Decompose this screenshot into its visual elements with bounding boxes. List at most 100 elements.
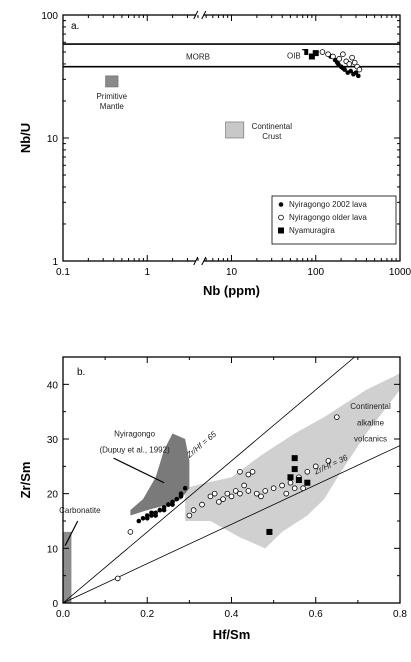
leader-line-nyiragongo (113, 457, 165, 484)
panel-label-b: b. (77, 367, 85, 378)
data-point-nyamuragira (295, 477, 302, 483)
region-label-carbonatite: Carbonatite (59, 506, 101, 515)
data-point-nyiragongo-older-lava (291, 485, 298, 492)
y-tick-label-b: 10 (47, 544, 59, 555)
panel-b-zr-sm-vs-hf-sm: Nyiragongo (Dupuy et al., 1992) Carbonatit… (18, 356, 407, 642)
data-point-nyiragongo-older-lava (330, 53, 336, 60)
x-axis-label-a: Nb (ppm) (203, 283, 260, 298)
x-tick-label-b: 0.8 (393, 609, 407, 620)
data-point-nyiragongo-older-lava (224, 490, 231, 497)
data-point-nyiragongo-older-lava (199, 501, 205, 508)
data-point-nyiragongo-older-lava (287, 479, 294, 486)
region-label-primitive-mantle-line1: Primitive (96, 92, 127, 101)
legend-marker-nyiragongo-2002-lava (278, 202, 284, 207)
y-tick-label-a: 100 (41, 11, 58, 22)
data-point-nyiragongo-older-lava (262, 488, 269, 494)
x-tick-label-b: 0.2 (140, 609, 154, 620)
series-nyiragongo-older-lava (114, 414, 340, 582)
x-tick-label-a: 1000 (389, 267, 411, 278)
data-point-nyamuragira (291, 455, 298, 462)
data-point-nyamuragira (287, 474, 294, 481)
axis-break-mark-top-left (193, 10, 199, 20)
x-tick-label-b: 0.6 (309, 609, 323, 620)
data-point-nyamuragira (312, 50, 319, 57)
data-point-nyiragongo-older-lava (237, 490, 243, 497)
region-carbonatite (63, 531, 72, 603)
axis-break-gap-bottom (195, 259, 204, 263)
data-point-nyiragongo-older-lava (334, 414, 340, 420)
x-tick-label-b: 0.0 (56, 609, 70, 620)
axis-break-mark-bottom-left (193, 256, 199, 266)
x-tick-label-a: 100 (307, 267, 324, 278)
region-label-primitive-mantle-line2: Mantle (100, 102, 125, 111)
data-point-nyiragongo-older-lava (207, 493, 214, 500)
y-tick-label-b: 30 (47, 435, 59, 446)
region-continental-crust (225, 121, 245, 139)
data-point-nyiragongo-older-lava (190, 507, 197, 513)
legend-marker-nyiragongo-older-lava (278, 214, 284, 221)
data-point-nyiragongo-older-lava (325, 458, 332, 464)
data-point-nyiragongo-older-lava (351, 59, 358, 66)
axis-break-mark-top-right (201, 10, 207, 20)
data-point-nyiragongo-older-lava (283, 490, 290, 497)
data-point-nyiragongo-older-lava (186, 512, 193, 519)
data-point-nyiragongo-older-lava (216, 499, 222, 505)
panel-label-a: a. (71, 21, 79, 32)
data-point-nyiragongo-2002-lava (136, 518, 142, 524)
region-label-alkaline: alkaline (357, 418, 385, 427)
x-tick-label-a: 10 (226, 267, 238, 278)
y-tick-label-b: 40 (47, 380, 59, 391)
region-label-continental-crust-line1: Continental (252, 122, 293, 131)
data-point-nyiragongo-older-lava (340, 51, 346, 58)
data-point-nyiragongo-2002-lava (353, 70, 359, 75)
legend-label-nyiragongo-2002-lava: Nyiragongo 2002 lava (289, 200, 367, 209)
annotation-bg-morb (184, 51, 212, 62)
y-tick-label-a: 1 (52, 257, 58, 268)
data-point-nyiragongo-2002-lava (182, 485, 188, 491)
axis-break-mark-bottom-right (201, 256, 207, 266)
data-point-nyiragongo-2002-lava (157, 507, 163, 513)
series-nyiragongo-older-lava (319, 49, 363, 73)
data-point-nyiragongo-older-lava (349, 54, 355, 61)
data-point-nyiragongo-older-lava (346, 61, 353, 67)
data-point-nyiragongo-2002-lava (178, 494, 184, 499)
data-point-nyiragongo-2002-lava (149, 510, 154, 516)
x-axis-label-b: Hf/Sm (213, 627, 251, 642)
data-point-nyiragongo-2002-lava (170, 502, 175, 507)
data-point-nyiragongo-2002-lava (166, 502, 171, 507)
reference-line-zr-hf-36 (63, 445, 400, 603)
legend-box (271, 195, 397, 245)
data-point-nyiragongo-older-lava (312, 463, 319, 470)
legend-a: Nyiragongo 2002 lava Nyiragongo older lav… (271, 195, 397, 245)
data-point-nyiragongo-older-lava (114, 575, 121, 582)
data-point-nyiragongo-older-lava (279, 482, 285, 489)
data-point-nyiragongo-2002-lava (356, 73, 361, 79)
data-point-nyiragongo-older-lava (237, 468, 243, 475)
data-point-nyamuragira (302, 49, 309, 56)
data-point-nyiragongo-older-lava (245, 471, 252, 478)
leader-line-carbonatite (64, 520, 79, 546)
data-point-nyamuragira (291, 466, 298, 473)
line-annotation-zr-hf-65: Zr/Hf = 65 (184, 429, 218, 460)
region-label-dupuy-et-al-1992: (Dupuy et al., 1992) (99, 446, 170, 455)
data-point-nyiragongo-older-lava (249, 468, 256, 475)
data-point-nyiragongo-older-lava (232, 488, 239, 494)
region-label-continental-crust-line2: Crust (262, 132, 282, 141)
y-tick-label-b: 0 (52, 599, 58, 610)
data-point-nyiragongo-older-lava (325, 51, 331, 58)
annotation-oib: OIB (287, 51, 301, 60)
reference-line-zr-hf-65 (63, 357, 355, 603)
data-point-nyamuragira (308, 53, 315, 60)
data-point-nyiragongo-older-lava (253, 490, 260, 497)
panel-b-plot-area (63, 357, 400, 603)
data-point-nyiragongo-older-lava (319, 49, 326, 55)
data-point-nyiragongo-older-lava (356, 66, 363, 73)
y-axis-label-b: Zr/Sm (18, 462, 33, 499)
region-label-continental: Continental (350, 402, 391, 411)
data-point-nyiragongo-2002-lava (161, 507, 167, 513)
axis-break-gap-top (195, 13, 204, 17)
data-point-nyiragongo-2002-lava (174, 496, 180, 502)
x-tick-label-a: 0.1 (56, 267, 70, 278)
legend-label-nyamuragira: Nyamuragira (289, 226, 335, 235)
